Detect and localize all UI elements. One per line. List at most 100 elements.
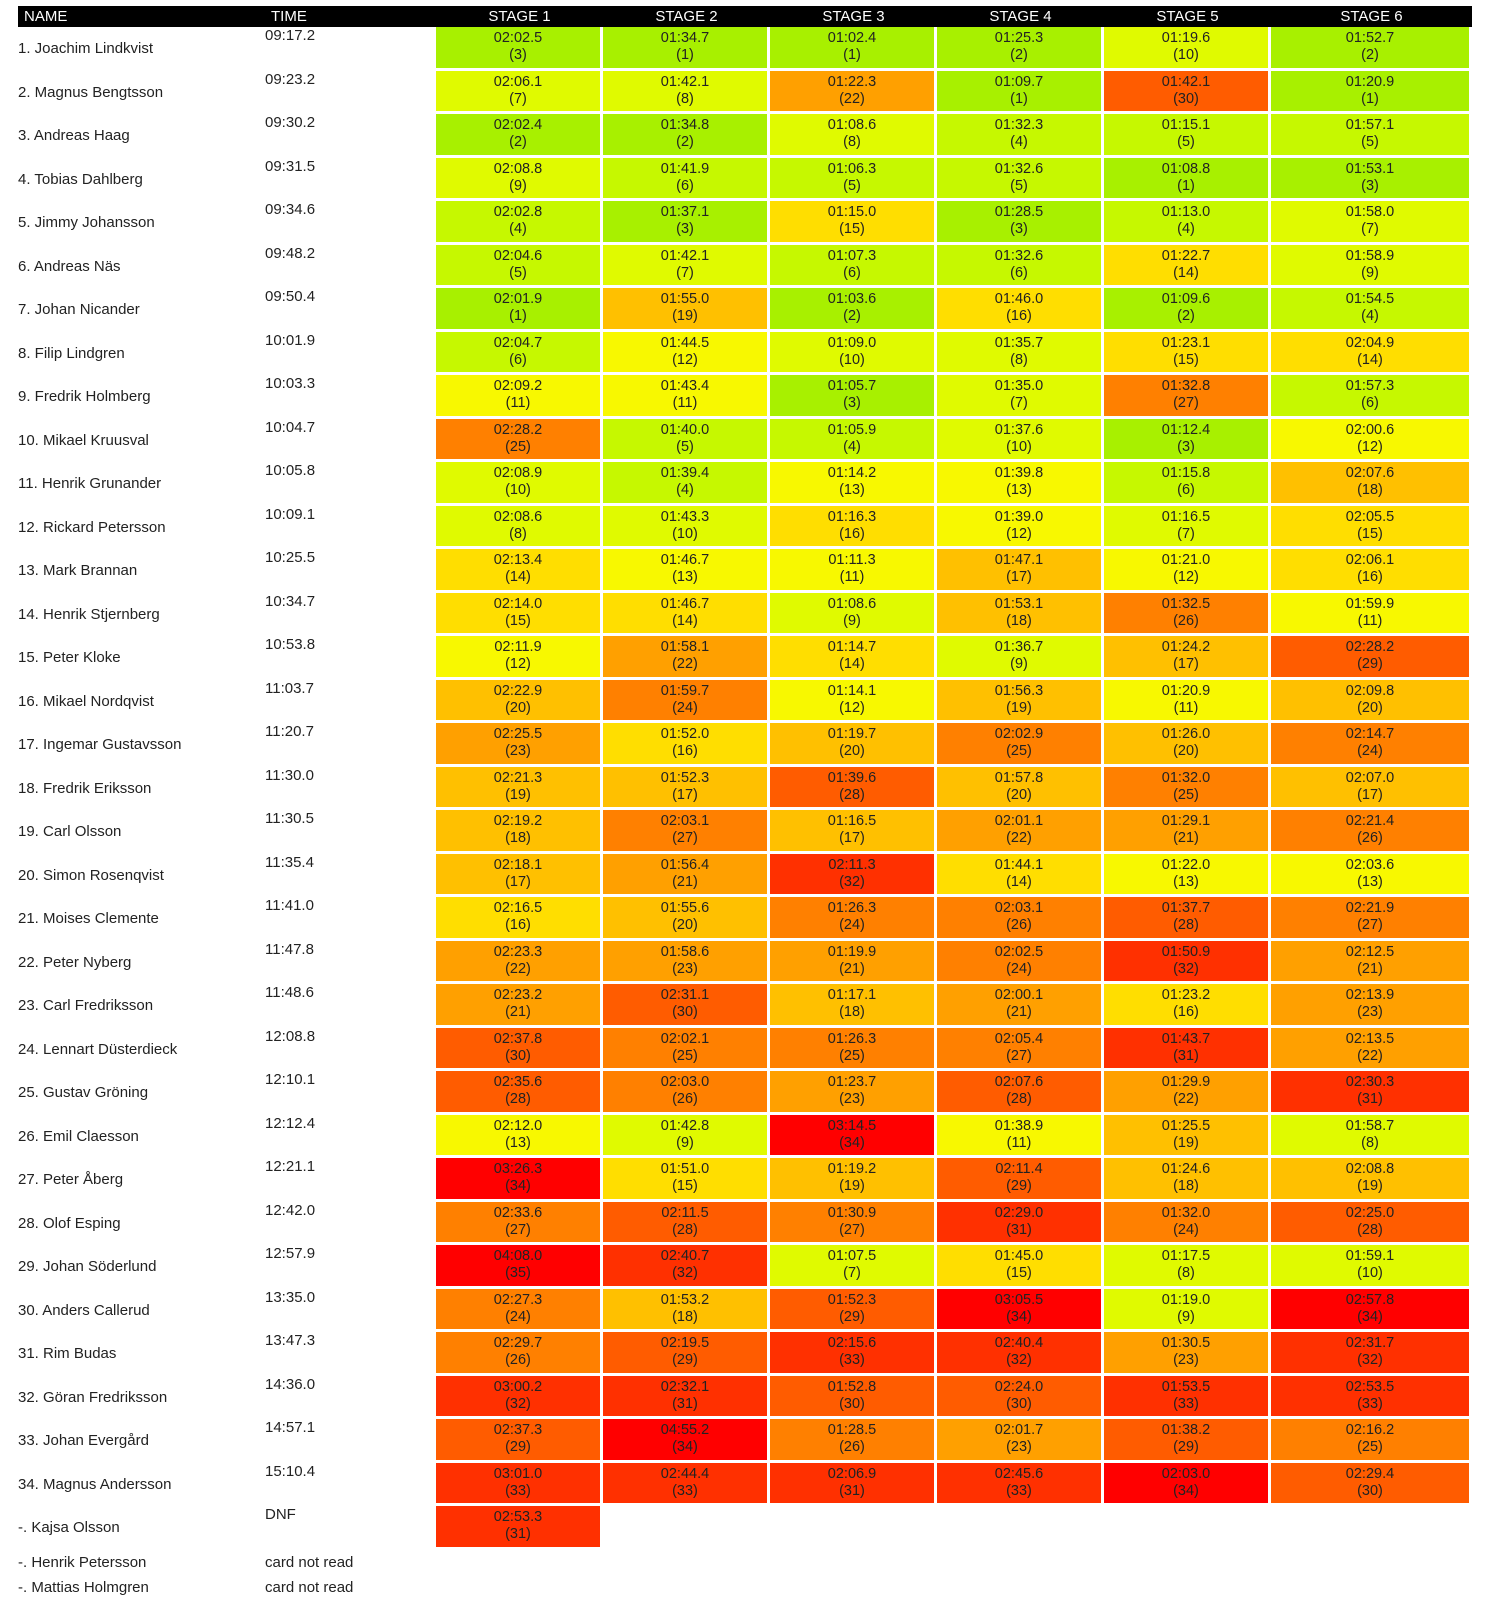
split-time: 01:32.0	[1161, 1204, 1211, 1221]
split-rank: (3)	[843, 395, 861, 412]
split-time: 01:56.3	[994, 682, 1044, 699]
stage-2-column-header[interactable]: STAGE 2	[603, 6, 770, 27]
total-time: 09:17.2	[265, 27, 316, 44]
total-time: 10:09.1	[265, 505, 316, 523]
split-time: 02:01.9	[493, 291, 543, 308]
split-time: 02:07.6	[1345, 465, 1395, 482]
split-rank: (29)	[672, 1352, 698, 1369]
stage-5-cell: 01:08.8 (1)	[1104, 157, 1271, 201]
stage-4-column-header[interactable]: STAGE 4	[937, 6, 1104, 27]
split-rank: (3)	[509, 47, 527, 64]
split-time: 01:12.4	[1161, 421, 1211, 438]
stage-4-cell: 01:46.0 (16)	[937, 288, 1104, 332]
result-row: 15. Peter Kloke 10:53.8 02:11.9 (12) 01:58.1…	[18, 636, 1472, 680]
split-time: 01:56.4	[660, 856, 710, 873]
split-rank: (34)	[1006, 1308, 1032, 1325]
stage-1-cell: 02:28.2 (25)	[436, 418, 603, 462]
split-rank: (32)	[1173, 960, 1199, 977]
split-rank: (12)	[839, 699, 865, 716]
split-time: 02:06.9	[827, 1465, 877, 1482]
stage-4-cell: 01:09.7 (1)	[937, 70, 1104, 114]
split-time: 02:02.5	[994, 943, 1044, 960]
result-row: 17. Ingemar Gustavsson 11:20.7 02:25.5 (23)…	[18, 723, 1472, 767]
stage-2-cell: 01:44.5 (12)	[603, 331, 770, 375]
split-rank: (17)	[1357, 786, 1383, 803]
stage-6-column-header[interactable]: STAGE 6	[1271, 6, 1472, 27]
split-rank: (17)	[1006, 569, 1032, 586]
split-rank: (19)	[1357, 1178, 1383, 1195]
split-rank: (18)	[1357, 482, 1383, 499]
split-time: 01:09.6	[1161, 291, 1211, 308]
split-rank: (4)	[1177, 221, 1195, 238]
stage-4-cell: 02:02.9 (25)	[937, 723, 1104, 767]
split-rank: (10)	[1357, 1265, 1383, 1282]
split-time: 01:35.0	[994, 378, 1044, 395]
result-row: 1. Joachim Lindkvist 09:17.2 02:02.5 (3) 01:…	[18, 27, 1472, 71]
split-time: 01:08.8	[1161, 160, 1211, 177]
split-rank: (32)	[672, 1265, 698, 1282]
split-time: 01:13.0	[1161, 204, 1211, 221]
stage-6-cell: 02:16.2 (25)	[1271, 1419, 1472, 1463]
total-time: 11:48.6	[265, 984, 314, 1001]
split-rank: (23)	[1006, 1439, 1032, 1456]
split-time: 01:23.7	[827, 1074, 877, 1091]
empty-cell	[603, 1549, 770, 1575]
split-rank: (30)	[505, 1047, 531, 1064]
split-rank: (2)	[1177, 308, 1195, 325]
stage-1-cell: 02:08.6 (8)	[436, 505, 603, 549]
stage-1-cell: 02:29.7 (26)	[436, 1332, 603, 1376]
split-rank: (22)	[1357, 1047, 1383, 1064]
split-rank: (11)	[839, 569, 865, 586]
stage-5-column-header[interactable]: STAGE 5	[1104, 6, 1271, 27]
result-row: 19. Carl Olsson 11:30.5 02:19.2 (18) 02:03.1…	[18, 810, 1472, 854]
stage-5-cell: 01:13.0 (4)	[1104, 201, 1271, 245]
split-rank: (29)	[839, 1308, 865, 1325]
empty-cell	[770, 1574, 937, 1600]
time-column-header[interactable]: TIME	[265, 6, 436, 27]
stage-4-cell: 02:40.4 (32)	[937, 1332, 1104, 1376]
stage-4-cell: 03:05.5 (34)	[937, 1288, 1104, 1332]
split-rank: (31)	[505, 1526, 531, 1543]
stage-5-cell: 01:42.1 (30)	[1104, 70, 1271, 114]
split-rank: (1)	[676, 47, 694, 64]
stage-6-cell: 01:52.7 (2)	[1271, 27, 1472, 71]
split-time: 02:33.6	[493, 1204, 543, 1221]
split-rank: (15)	[505, 612, 531, 629]
stage-6-cell: 02:09.8 (20)	[1271, 679, 1472, 723]
runner-name: -. Kajsa Olsson	[18, 1519, 120, 1537]
split-time: 01:58.1	[660, 639, 710, 656]
empty-cell	[1271, 1549, 1472, 1575]
stage-1-cell: 02:18.1 (17)	[436, 853, 603, 897]
stage-5-cell: 01:32.0 (25)	[1104, 766, 1271, 810]
stage-3-cell: 02:11.3 (32)	[770, 853, 937, 897]
stage-2-cell: 01:41.9 (6)	[603, 157, 770, 201]
total-time: 14:36.0	[265, 1375, 316, 1393]
split-time: 02:02.5	[493, 30, 543, 47]
split-time: 02:25.0	[1345, 1204, 1395, 1221]
split-time: 01:52.3	[660, 769, 710, 786]
stage-1-column-header[interactable]: STAGE 1	[436, 6, 603, 27]
name-column-header[interactable]: NAME	[18, 6, 265, 27]
split-rank: (33)	[839, 1352, 865, 1369]
total-time: 10:34.7	[265, 592, 316, 610]
split-rank: (30)	[1006, 1395, 1032, 1412]
header-row: NAME TIME STAGE 1 STAGE 2 STAGE 3 STAGE …	[18, 6, 1472, 27]
split-time: 02:21.4	[1345, 813, 1395, 830]
split-time: 04:08.0	[493, 1248, 543, 1265]
empty-cell	[937, 1574, 1104, 1600]
split-rank: (10)	[672, 525, 698, 542]
split-time: 01:19.7	[827, 726, 877, 743]
split-rank: (26)	[1173, 612, 1199, 629]
split-time: 01:39.8	[994, 465, 1044, 482]
runner-name: 3. Andreas Haag	[18, 127, 130, 145]
stage-1-cell: 03:00.2 (32)	[436, 1375, 603, 1419]
stage-3-column-header[interactable]: STAGE 3	[770, 6, 937, 27]
split-rank: (11)	[1357, 612, 1383, 629]
runner-name: 19. Carl Olsson	[18, 823, 122, 841]
split-rank: (5)	[1010, 177, 1028, 194]
split-time: 01:23.2	[1161, 987, 1211, 1004]
stage-5-cell: 01:15.8 (6)	[1104, 462, 1271, 506]
split-rank: (28)	[1173, 917, 1199, 934]
split-rank: (21)	[672, 873, 698, 890]
split-time: 02:04.7	[493, 334, 543, 351]
